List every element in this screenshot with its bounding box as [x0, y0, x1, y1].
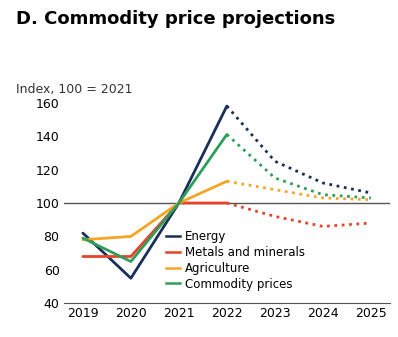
- Text: D. Commodity price projections: D. Commodity price projections: [16, 10, 335, 28]
- Legend: Energy, Metals and minerals, Agriculture, Commodity prices: Energy, Metals and minerals, Agriculture…: [161, 225, 309, 295]
- Text: Index, 100 = 2021: Index, 100 = 2021: [16, 83, 133, 96]
